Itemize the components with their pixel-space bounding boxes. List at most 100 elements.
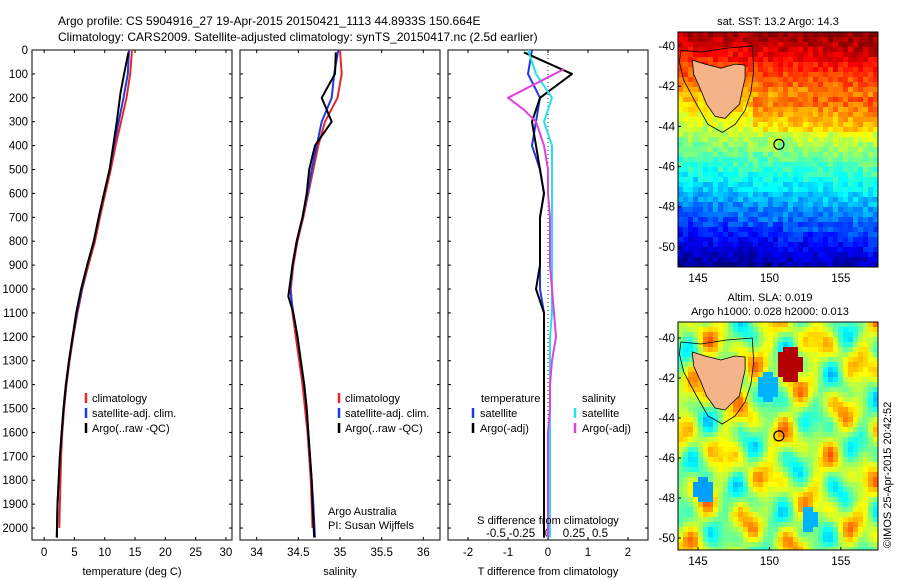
map-cell [693, 372, 699, 378]
map-cell [798, 82, 804, 88]
map-cell [868, 102, 874, 108]
map-cell [698, 42, 704, 48]
map-cell [773, 342, 779, 348]
map-cell [788, 537, 794, 543]
map-cell [788, 332, 794, 338]
map-cell [753, 497, 759, 503]
map-cell [683, 322, 689, 328]
map-cell [778, 257, 784, 263]
map-cell [768, 32, 774, 38]
map-cell [843, 422, 849, 428]
map-cell [818, 57, 824, 63]
map-cell [768, 182, 774, 188]
map-cell [678, 207, 684, 213]
map-cell [708, 347, 714, 353]
map-cell [688, 427, 694, 433]
map-cell [723, 142, 729, 148]
map-cell [773, 432, 779, 438]
map-cell [873, 487, 878, 493]
map-cell [708, 47, 714, 53]
map-cell [873, 212, 878, 218]
map-cell [748, 37, 754, 43]
map-cell [733, 182, 739, 188]
map-cell [678, 247, 684, 253]
map-cell [688, 37, 694, 43]
map-cell [803, 492, 809, 498]
map-cell [698, 232, 704, 238]
map-cell [683, 497, 689, 503]
map-cell [813, 107, 819, 113]
map-cell [733, 207, 739, 213]
map-cell [763, 232, 769, 238]
map-cell [858, 402, 864, 408]
map-cell [758, 242, 764, 248]
map-cell [743, 322, 749, 328]
map-cell [778, 72, 784, 78]
map-cell [693, 532, 699, 538]
map-cell [808, 412, 814, 418]
map-cell [743, 247, 749, 253]
map-cell [718, 502, 724, 508]
map-cell [783, 157, 789, 163]
map-cell [808, 397, 814, 403]
map-cell [818, 452, 824, 458]
map-cell [823, 257, 829, 263]
map-cell [803, 542, 809, 548]
map-cell [858, 417, 864, 423]
map-cell [743, 432, 749, 438]
map-cell [768, 502, 774, 508]
map-cell [753, 162, 759, 168]
map-cell [863, 137, 869, 143]
map-cell [678, 452, 684, 458]
map-cell [838, 207, 844, 213]
map-cell [848, 542, 854, 548]
temperature-axes-box [31, 49, 233, 541]
map-cell [783, 502, 789, 508]
map-cell [793, 397, 799, 403]
map-cell [748, 107, 754, 113]
map-cell [778, 547, 784, 550]
map-cell [858, 412, 864, 418]
map-cell [733, 122, 739, 128]
map-cell [703, 332, 709, 338]
map-cell [733, 167, 739, 173]
map-cell [773, 202, 779, 208]
map-cell [868, 462, 874, 468]
map-cell [733, 342, 739, 348]
map-cell [688, 162, 694, 168]
map-cell [828, 62, 834, 68]
map-cell [773, 42, 779, 48]
map-cell [793, 57, 799, 63]
map-cell [723, 422, 729, 428]
map-cell [708, 447, 714, 453]
map-cell [773, 472, 779, 478]
map-cell [683, 492, 689, 498]
map-cell [838, 92, 844, 98]
map-cell [703, 127, 709, 133]
map-cell [703, 52, 709, 58]
map-cell [693, 167, 699, 173]
map-cell [798, 417, 804, 423]
map-cell [768, 62, 774, 68]
map-cell [678, 447, 684, 453]
map-cell [833, 137, 839, 143]
map-cell [753, 202, 759, 208]
map-cell [793, 257, 799, 263]
map-cell [808, 127, 814, 133]
map-cell [678, 222, 684, 228]
map-cell [868, 537, 874, 543]
map-cell [743, 117, 749, 123]
map-cell [863, 347, 869, 353]
map-cell [778, 177, 784, 183]
map-cell [843, 257, 849, 263]
map-cell [833, 512, 839, 518]
map-cell [768, 252, 774, 258]
map-cell [728, 42, 734, 48]
map-cell [718, 62, 724, 68]
map-cell [833, 522, 839, 528]
map-cell [808, 57, 814, 63]
map-cell [723, 152, 729, 158]
map-cell [803, 332, 809, 338]
map-cell [713, 52, 719, 58]
map-cell [868, 222, 874, 228]
